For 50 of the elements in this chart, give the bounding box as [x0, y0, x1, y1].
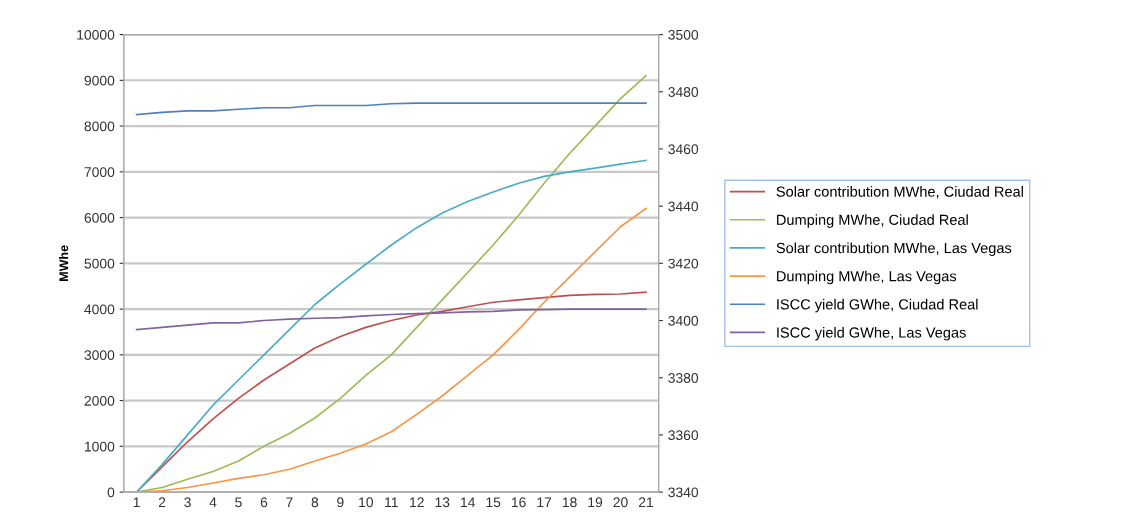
- x-tick-label: 7: [286, 497, 293, 508]
- y-tick-label: 1000: [85, 441, 115, 452]
- legend-label: Dumping MWhe, Ciudad Real: [777, 214, 968, 228]
- y-tick-label: 2000: [84, 395, 115, 406]
- x-tick-label: 1: [133, 497, 140, 508]
- y2-tick-label: 3440: [668, 201, 699, 212]
- x-tick-label: 6: [260, 497, 268, 508]
- y-tick-label: 10000: [77, 29, 115, 40]
- legend-label: Solar contribution MWhe, Ciudad Real: [776, 186, 1023, 199]
- y-tick-label: 7000: [84, 167, 115, 178]
- y-tick-label: 0: [107, 487, 115, 498]
- legend-label: ISCC yield GWhe, Las Vegas: [777, 326, 966, 341]
- x-tick-label: 16: [511, 497, 526, 508]
- x-tick-label: 3: [184, 497, 191, 508]
- y-tick-label: 8000: [84, 121, 115, 132]
- y2-tick-label: 3500: [668, 29, 699, 40]
- x-tick-label: 8: [311, 497, 319, 508]
- x-tick-label: 19: [588, 497, 603, 508]
- x-tick-label: 13: [435, 497, 450, 508]
- y2-tick-label: 3340: [668, 487, 699, 498]
- y2-tick-label: 3360: [668, 430, 699, 441]
- legend-label: Solar contribution MWhe, Las Vegas: [776, 242, 1012, 257]
- y-tick-label: 3000: [84, 350, 115, 361]
- x-tick-label: 10: [359, 497, 373, 508]
- x-tick-label: 12: [410, 497, 424, 508]
- y-tick-label: 4000: [84, 304, 115, 315]
- y2-tick-label: 3480: [668, 87, 699, 97]
- line-series: [135, 102, 647, 116]
- x-tick-label: 14: [461, 497, 476, 508]
- x-tick-label: 15: [486, 497, 501, 508]
- y-tick-label: 5000: [84, 258, 115, 269]
- x-tick-label: 4: [209, 497, 217, 508]
- x-tick-label: 18: [562, 497, 577, 508]
- y2-tick-label: 3400: [668, 315, 699, 326]
- x-tick-label: 2: [158, 497, 166, 508]
- y-tick-label: 6000: [84, 212, 115, 223]
- y2-tick-label: 3380: [668, 373, 699, 383]
- y-axis-title: MWhe: [59, 245, 69, 281]
- legend-label: ISCC yield GWhe, Ciudad Real: [777, 298, 978, 313]
- y2-tick-label: 3460: [668, 144, 699, 155]
- x-tick-label: 17: [537, 497, 552, 508]
- x-tick-label: 9: [337, 497, 344, 508]
- legend-label: Dumping MWhe, Las Vegas: [777, 270, 957, 285]
- y2-tick-label: 3420: [668, 258, 699, 269]
- x-tick-label: 11: [385, 497, 398, 508]
- x-tick-label: 21: [638, 497, 654, 508]
- line-series: [135, 308, 647, 331]
- x-tick-label: 20: [613, 497, 628, 508]
- x-tick-label: 5: [235, 497, 242, 508]
- y-tick-label: 9000: [84, 75, 115, 86]
